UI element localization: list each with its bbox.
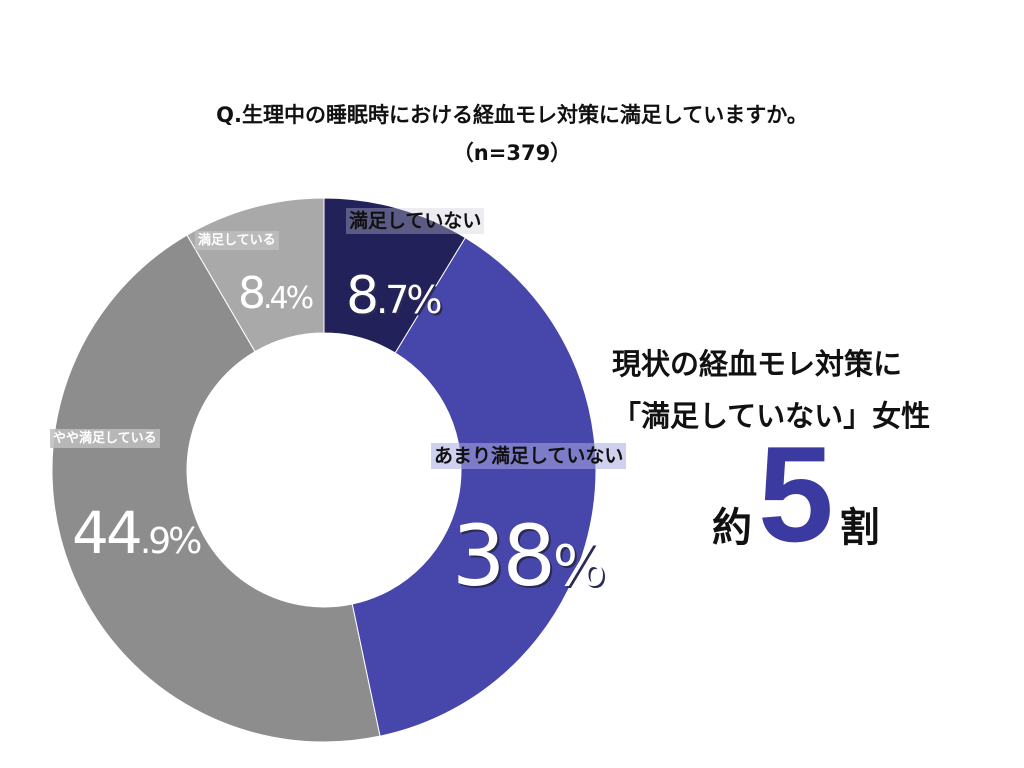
headline-line-2: 「満足していない」女性 xyxy=(612,399,931,433)
slice-value-not-very-satisfied: 38% xyxy=(452,507,606,605)
slice-label-somewhat-satisfied: やや満足している xyxy=(50,429,160,448)
slice-somewhat-satisfied xyxy=(51,234,381,743)
conclusion-suffix: 割 xyxy=(839,505,880,551)
conclusion-prefix: 約 xyxy=(712,505,752,551)
chart-title-sample-size: （n=379） xyxy=(452,141,572,165)
conclusion-number: 5 xyxy=(758,418,834,570)
slice-value-not-satisfied: 8.7% xyxy=(346,266,442,326)
slice-label-not-satisfied: 満足していない xyxy=(346,208,485,234)
slice-value-satisfied: 8.4% xyxy=(238,268,314,319)
slice-label-satisfied: 満足している xyxy=(195,231,279,250)
chart-title-question: Q.生理中の睡眠時における経血モレ対策に満足していますか。 xyxy=(216,103,808,127)
conclusion-callout: 約 5 割 xyxy=(712,426,880,562)
slice-label-not-very-satisfied: あまり満足していない xyxy=(431,443,627,469)
slice-value-somewhat-satisfied: 44.9% xyxy=(72,499,202,567)
chart-title: Q.生理中の睡眠時における経血モレ対策に満足していますか。 （n=379） xyxy=(0,96,1024,172)
headline-line-1: 現状の経血モレ対策に xyxy=(612,347,903,381)
headline: 現状の経血モレ対策に 「満足していない」女性 xyxy=(612,338,1022,442)
